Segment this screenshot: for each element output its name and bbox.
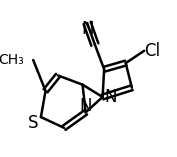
Text: N: N (104, 88, 117, 106)
Text: N: N (81, 20, 93, 38)
Text: N: N (79, 97, 92, 115)
Text: Cl: Cl (144, 42, 160, 60)
Text: S: S (28, 114, 38, 132)
Text: CH₃: CH₃ (0, 53, 24, 67)
